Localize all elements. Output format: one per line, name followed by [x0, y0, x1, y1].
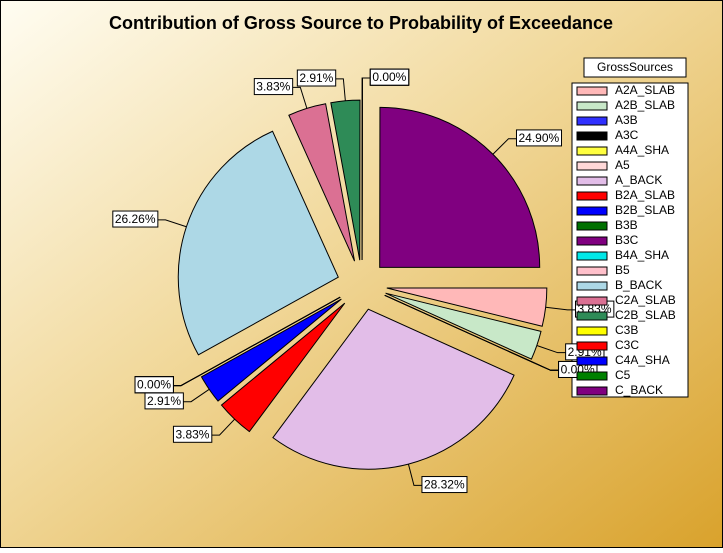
data-label: 2.91% — [299, 71, 333, 85]
data-label: 3.83% — [256, 80, 290, 94]
data-label: 0.00% — [372, 70, 406, 84]
legend-label: A_BACK — [615, 173, 662, 187]
legend-swatch — [577, 207, 607, 215]
legend-title: GrossSources — [597, 60, 673, 74]
legend-swatch — [577, 372, 607, 380]
legend-label: B2A_SLAB — [615, 188, 675, 202]
legend-label: C3B — [615, 323, 638, 337]
legend-label: A2B_SLAB — [615, 98, 675, 112]
legend-swatch — [577, 327, 607, 335]
data-label: 28.32% — [424, 478, 465, 492]
legend-swatch — [577, 282, 607, 290]
data-label: 2.91% — [147, 394, 181, 408]
legend-label: A5 — [615, 158, 630, 172]
legend-swatch — [577, 312, 607, 320]
legend-swatch — [577, 252, 607, 260]
legend-label: C_BACK — [615, 383, 663, 397]
legend-label: B3C — [615, 233, 639, 247]
legend-swatch — [577, 102, 607, 110]
legend-swatch — [577, 147, 607, 155]
legend-label: C3C — [615, 338, 639, 352]
legend-label: B_BACK — [615, 278, 662, 292]
legend-label: C4A_SHA — [615, 353, 670, 367]
legend-label: C5 — [615, 368, 631, 382]
legend-swatch — [577, 117, 607, 125]
legend-label: A3B — [615, 113, 638, 127]
data-label: 24.90% — [518, 131, 559, 145]
data-label: 0.00% — [137, 378, 171, 392]
chart-title: Contribution of Gross Source to Probabil… — [109, 13, 613, 33]
legend-label: C2A_SLAB — [615, 293, 676, 307]
legend-label: A2A_SLAB — [615, 83, 675, 97]
legend-swatch — [577, 357, 607, 365]
legend-swatch — [577, 132, 607, 140]
legend-swatch — [577, 387, 607, 395]
legend-swatch — [577, 267, 607, 275]
data-label: 26.26% — [115, 212, 156, 226]
legend-swatch — [577, 237, 607, 245]
legend-swatch — [577, 162, 607, 170]
legend-swatch — [577, 297, 607, 305]
legend-swatch — [577, 222, 607, 230]
legend-label: C2B_SLAB — [615, 308, 676, 322]
legend-label: B4A_SHA — [615, 248, 669, 262]
legend-swatch — [577, 192, 607, 200]
legend-label: A4A_SHA — [615, 143, 669, 157]
legend-label: A3C — [615, 128, 639, 142]
data-label: 3.83% — [175, 427, 209, 441]
legend-swatch — [577, 177, 607, 185]
legend-label: B2B_SLAB — [615, 203, 675, 217]
legend-swatch — [577, 87, 607, 95]
legend-label: B3B — [615, 218, 638, 232]
legend-label: B5 — [615, 263, 630, 277]
legend-swatch — [577, 342, 607, 350]
